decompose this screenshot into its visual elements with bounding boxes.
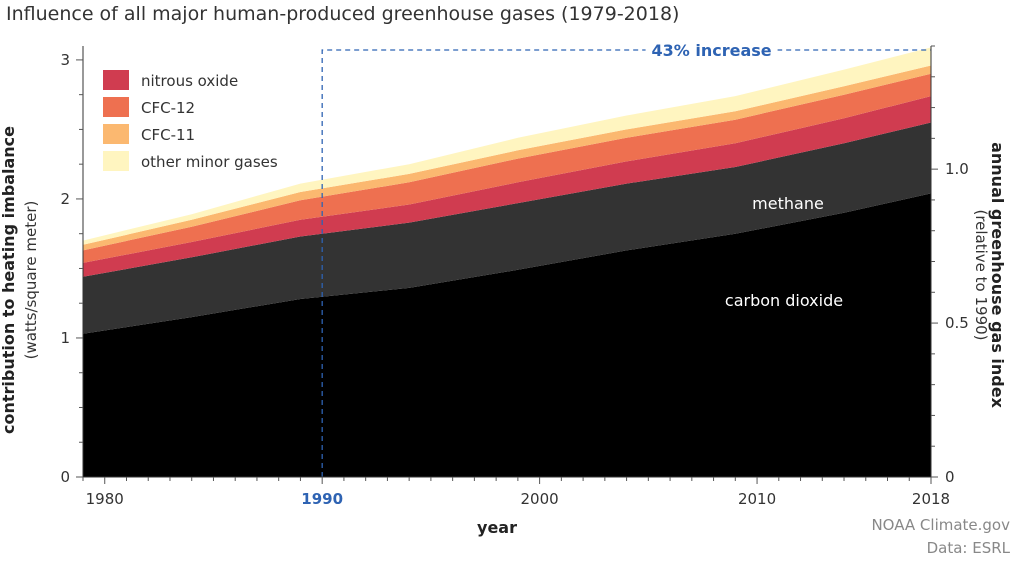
y2-tick-label: 0.5 bbox=[945, 314, 969, 332]
legend-swatch-other-minor-gases bbox=[103, 151, 129, 171]
x-axis-title: year bbox=[477, 518, 517, 537]
area-other-minor-gases bbox=[83, 47, 931, 245]
increase-label: 43% increase bbox=[652, 41, 772, 60]
area-cfc-12 bbox=[83, 73, 931, 263]
x-tick-label: 2010 bbox=[738, 490, 776, 508]
increase-label-background bbox=[645, 39, 778, 61]
y-tick-label: 1 bbox=[60, 329, 70, 347]
area-cfc-11 bbox=[83, 65, 931, 251]
y-tick-label: 2 bbox=[60, 190, 70, 208]
reference-marker: 43% increase bbox=[321, 39, 931, 477]
y2-tick-label: 1.0 bbox=[945, 160, 969, 178]
y-tick-label: 0 bbox=[60, 468, 70, 486]
area-methane bbox=[83, 122, 931, 334]
area-nitrous-oxide bbox=[83, 96, 931, 277]
x-tick-label: 1990 bbox=[301, 490, 343, 508]
area-carbon-dioxide bbox=[83, 193, 931, 477]
y-tick-label: 3 bbox=[60, 51, 70, 69]
y-axis-title: contribution to heating imbalance bbox=[0, 126, 18, 434]
legend-label-nitrous-oxide: nitrous oxide bbox=[141, 72, 238, 90]
legend-swatch-nitrous-oxide bbox=[103, 70, 129, 90]
y2-tick-label: 0 bbox=[945, 468, 955, 486]
methane-label: methane bbox=[752, 194, 824, 213]
legend-swatch-cfc-11 bbox=[103, 124, 129, 144]
y-axis-title-group: contribution to heating imbalance bbox=[0, 126, 18, 434]
x-tick-label: 2018 bbox=[912, 490, 950, 508]
legend-label-cfc-11: CFC-11 bbox=[141, 126, 195, 144]
carbon-dioxide-label: carbon dioxide bbox=[725, 291, 843, 310]
legend-label-cfc-12: CFC-12 bbox=[141, 99, 195, 117]
y-axis-subtitle-group: (watts/square meter) bbox=[22, 201, 40, 360]
legend-swatch-cfc-12 bbox=[103, 97, 129, 117]
y-axis-ticks: 0 1 2 3 bbox=[60, 51, 83, 486]
y2-axis-title-group: annual greenhouse gas index bbox=[988, 142, 1007, 409]
area-layers bbox=[83, 47, 931, 477]
y-axis-subtitle: (watts/square meter) bbox=[22, 201, 40, 360]
y2-axis-subtitle: (relative to 1990) bbox=[972, 209, 990, 340]
y2-axis-title: annual greenhouse gas index bbox=[988, 142, 1007, 409]
x-axis-ticks: 1980 1990 2000 2010 2018 bbox=[82, 477, 950, 508]
y2-axis-ticks: 0 0.5 1.0 bbox=[931, 45, 969, 486]
chart-title: Influence of all major human-produced gr… bbox=[6, 3, 679, 25]
legend: nitrous oxide CFC-12 CFC-11 other minor gas… bbox=[103, 70, 278, 171]
legend-label-other-minor-gases: other minor gases bbox=[141, 153, 278, 171]
credit-line-1: NOAA Climate.gov bbox=[871, 516, 1010, 534]
x-tick-label: 1980 bbox=[86, 490, 124, 508]
credit-line-2: Data: ESRL bbox=[927, 539, 1011, 557]
x-tick-label: 2000 bbox=[521, 490, 559, 508]
y2-axis-subtitle-group: (relative to 1990) bbox=[972, 209, 990, 340]
